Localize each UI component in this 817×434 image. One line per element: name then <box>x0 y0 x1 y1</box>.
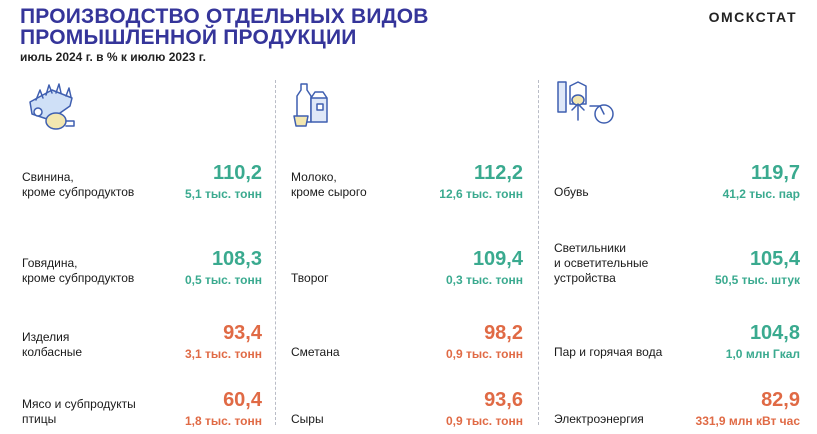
list-item: Пар и горячая вода 104,8 1,0 млн Гкал <box>554 308 800 362</box>
index-value: 105,4 <box>749 248 800 270</box>
index-value: 93,4 <box>223 322 262 344</box>
list-item: Сыры 93,6 0,9 тыс. тонн <box>291 375 523 429</box>
index-value: 119,7 <box>751 162 800 184</box>
column-divider <box>538 80 539 425</box>
volume-value: 331,9 млн кВт час <box>695 414 800 428</box>
product-name: Пар и горячая вода <box>554 345 663 359</box>
product-name: Сметана <box>291 345 340 359</box>
volume-value: 0,9 тыс. тонн <box>445 414 523 428</box>
list-item: Мясо и субпродукты птицы 60,4 1,8 тыс. то… <box>22 375 262 429</box>
list-item: Изделия колбасные 93,4 3,1 тыс. тонн <box>22 308 262 362</box>
volume-value: 1,8 тыс. тонн <box>184 414 262 428</box>
product-name: Молоко, кроме сырого <box>291 170 367 199</box>
index-value: 109,4 <box>472 248 523 270</box>
industrial-goods-icon <box>557 81 614 124</box>
product-name: Светильники и осветительные устройства <box>554 241 649 285</box>
meat-products-icon <box>29 83 75 130</box>
column-divider <box>275 80 276 425</box>
list-item: Электроэнергия 82,9 331,9 млн кВт час <box>554 375 800 429</box>
list-item: Обувь 119,7 41,2 тыс. пар <box>554 148 800 202</box>
index-value: 108,3 <box>211 248 262 270</box>
index-value: 60,4 <box>223 389 262 411</box>
index-value: 112,2 <box>474 162 523 184</box>
page-subtitle: июль 2024 г. в % к июлю 2023 г. <box>20 50 206 64</box>
index-value: 98,2 <box>484 322 523 344</box>
product-name: Обувь <box>554 185 589 199</box>
list-item: Молоко, кроме сырого 112,2 12,6 тыс. тонн <box>291 148 523 202</box>
product-name: Изделия колбасные <box>22 330 82 359</box>
dairy-products-icon <box>293 83 328 127</box>
brand-logo: ОМСКСТАТ <box>708 9 797 25</box>
product-name: Мясо и субпродукты птицы <box>22 397 136 426</box>
index-value: 82,9 <box>761 389 800 411</box>
index-value: 104,8 <box>749 322 800 344</box>
product-name: Творог <box>291 271 329 285</box>
product-name: Говядина, кроме субпродуктов <box>22 256 135 285</box>
page-title: ПРОИЗВОДСТВО ОТДЕЛЬНЫХ ВИДОВ ПРОМЫШЛЕННО… <box>20 6 429 48</box>
title-line-1: ПРОИЗВОДСТВО ОТДЕЛЬНЫХ ВИДОВ <box>20 5 429 28</box>
volume-value: 0,9 тыс. тонн <box>445 347 523 361</box>
volume-value: 0,5 тыс. тонн <box>184 273 262 287</box>
index-value: 110,2 <box>213 162 262 184</box>
volume-value: 50,5 тыс. штук <box>714 273 800 287</box>
title-line-2: ПРОМЫШЛЕННОЙ ПРОДУКЦИИ <box>20 26 357 49</box>
product-name: Свинина, кроме субпродуктов <box>22 170 135 199</box>
list-item: Творог 109,4 0,3 тыс. тонн <box>291 234 523 288</box>
volume-value: 41,2 тыс. пар <box>722 187 800 201</box>
volume-value: 5,1 тыс. тонн <box>184 187 262 201</box>
product-name: Сыры <box>291 412 324 426</box>
list-item: Сметана 98,2 0,9 тыс. тонн <box>291 308 523 362</box>
volume-value: 1,0 млн Гкал <box>725 347 800 361</box>
volume-value: 12,6 тыс. тонн <box>439 187 523 201</box>
index-value: 93,6 <box>484 389 523 411</box>
product-name: Электроэнергия <box>554 412 644 426</box>
list-item: Говядина, кроме субпродуктов 108,3 0,5 ты… <box>22 234 262 288</box>
volume-value: 0,3 тыс. тонн <box>445 273 523 287</box>
list-item: Свинина, кроме субпродуктов 110,2 5,1 тыс… <box>22 148 262 202</box>
volume-value: 3,1 тыс. тонн <box>184 347 262 361</box>
list-item: Светильники и осветительные устройства 105… <box>554 234 800 288</box>
